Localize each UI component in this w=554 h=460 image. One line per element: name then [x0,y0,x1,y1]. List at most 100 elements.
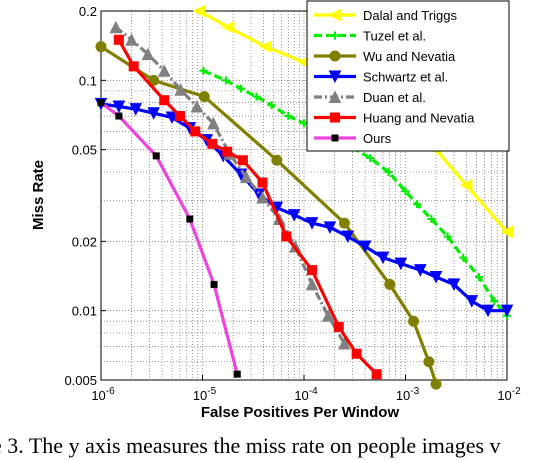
data-point [358,240,372,254]
legend-label: Ours [363,131,392,146]
x-tick-label: 10-3 [396,386,420,403]
data-point [338,217,350,229]
data-point [147,107,160,120]
figure-caption: e 3. The y axis measures the miss rate o… [0,433,554,460]
data-point [192,4,206,18]
x-axis-label: False Positives Per Window [201,404,400,421]
data-point [210,280,218,288]
legend-label: Dalal and Triggs [363,8,457,23]
data-point [112,100,126,114]
y-tick-label: 0.05 [72,143,97,158]
data-point [129,103,143,116]
data-point [447,278,461,292]
data-point [256,190,269,204]
caption-text: e 3. The y axis measures the miss rate o… [0,433,501,458]
data-point [237,155,248,166]
legend-label: Huang and Nevatia [363,111,475,126]
data-point [321,309,335,322]
data-point [351,348,362,359]
data-point [384,278,396,290]
legend-marker [331,134,339,142]
y-tick-label: 0.01 [72,304,97,319]
data-point [366,154,375,163]
data-point [95,41,107,53]
y-axis-label: Miss Rate [30,160,47,230]
data-point [190,126,201,137]
data-point [233,370,241,378]
data-point [307,265,318,276]
series-group [97,99,241,378]
x-tick-labels: 10-6 10-5 10-4 10-3 10-2 [91,375,521,403]
legend-label: Duan et al. [363,90,426,105]
series-line [202,69,509,317]
data-point [239,170,253,184]
y-tick-label: 0.2 [79,4,97,19]
data-point [271,154,283,166]
data-point [384,167,393,176]
data-point [97,99,105,107]
data-point [500,304,514,318]
data-point [430,378,442,390]
x-tick-label: 10-2 [497,386,521,403]
data-point [221,20,235,34]
legend-label: Wu and Nevatia [363,49,456,64]
miss-rate-chart: 10-6 10-5 10-4 10-3 10-2 0.20.10.050.020.010… [30,0,521,421]
data-point [408,315,420,327]
y-tick-label: 0.005 [64,373,97,388]
data-point [109,20,123,34]
legend: Dalal and Triggs Tuzel et al. Wu and Nevat… [306,0,510,152]
legend-marker [328,90,342,103]
data-point [443,232,452,241]
data-point [414,264,427,277]
data-point [423,356,435,368]
data-point [125,33,138,46]
data-point [376,251,390,265]
legend-marker [330,112,340,123]
data-point [490,297,499,306]
data-point [429,271,443,284]
data-point [338,336,351,350]
data-point [207,138,218,149]
data-point [115,112,123,120]
data-point [475,273,484,282]
data-point [284,112,293,121]
data-point [287,209,301,222]
legend-marker [328,70,342,84]
data-point [281,231,292,242]
data-point [459,179,473,192]
data-point [237,84,246,93]
data-point [500,225,513,239]
x-tick-label: 10-4 [294,386,318,403]
data-point [427,215,436,224]
data-point [259,40,272,53]
x-tick-label: 10-5 [193,386,217,403]
data-point [113,34,124,45]
legend-label: Tuzel et al. [363,29,426,44]
data-point [157,64,171,77]
series-group [113,34,382,380]
series-group [95,41,442,390]
data-point [465,295,479,308]
data-point [305,217,319,230]
data-point [128,61,139,72]
data-point [333,321,344,332]
data-point [257,177,268,188]
legend-marker [329,50,341,62]
data-point [459,253,468,262]
data-point [174,111,185,122]
data-point [152,152,160,160]
data-point [394,257,408,271]
data-point [267,101,276,110]
y-tick-label: 0.02 [72,234,97,249]
data-point [159,95,170,106]
data-point [221,76,230,85]
legend-marker [328,8,341,22]
data-point [222,146,233,157]
data-point [148,74,160,86]
data-point [207,116,220,130]
data-point [141,47,155,61]
data-point [252,92,261,101]
data-point [199,66,208,75]
data-point [174,83,188,96]
data-series [94,4,514,390]
